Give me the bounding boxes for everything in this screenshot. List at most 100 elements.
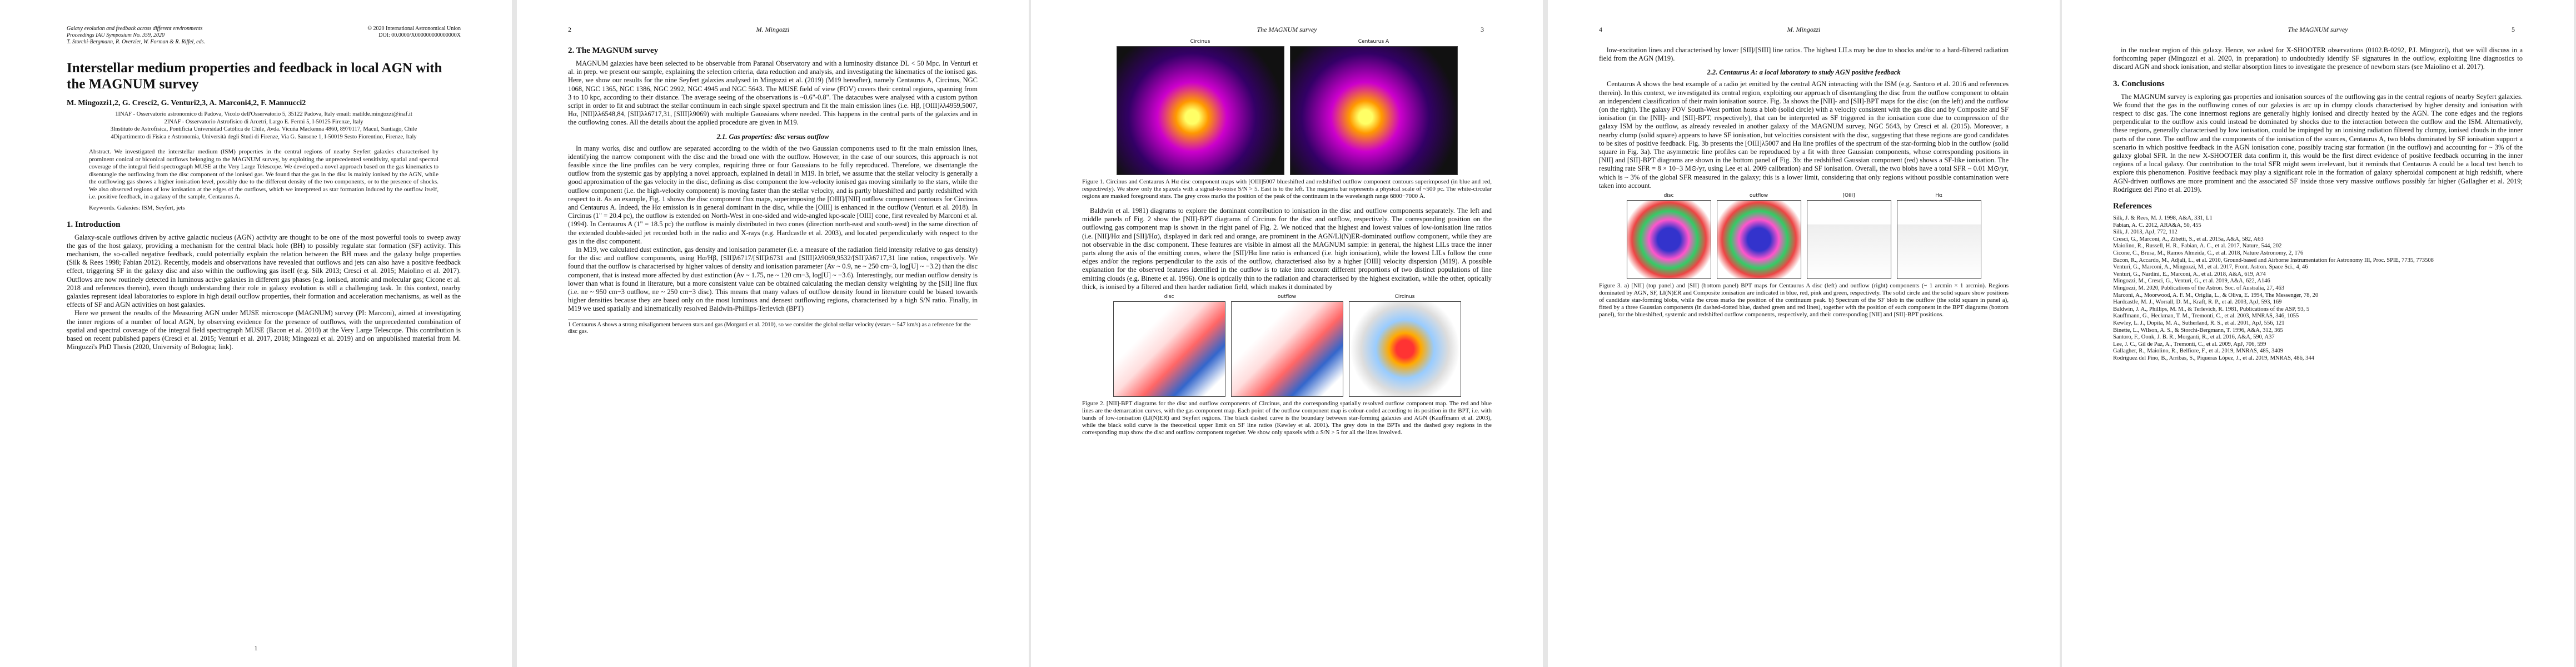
- running-center: M. Mingozzi: [756, 26, 790, 33]
- figure: disc outflow [OIII] Hα: [1599, 193, 2009, 280]
- figure-panel: Circinus: [1116, 39, 1284, 175]
- refs: Cresci, G., Marconi, A., Zibetti, S., et…: [2113, 236, 2264, 242]
- metadata-line: Proceedings IAU Symposium No. 359, 2020: [67, 32, 165, 38]
- p: Centaurus A shows the best example of a …: [1599, 80, 2009, 190]
- p: Baldwin et al. 1981) diagrams to explore…: [1082, 207, 1492, 291]
- h1: Interstellar medium properties and feedb…: [67, 61, 442, 92]
- panel-label: Circinus: [1394, 294, 1415, 300]
- keywords: Keywords. Galaxies: ISM, Seyfert, jets: [89, 204, 185, 211]
- abstract: Abstract. We investigated the interstell…: [89, 148, 439, 200]
- refs: Silk, J. 2013, ApJ, 772, 112: [2113, 229, 2178, 236]
- refs: Gallagher, R., Maiolino, R., Belfiore, F…: [2113, 348, 2284, 355]
- running-left: [2113, 26, 2124, 34]
- refs: Fabian, A. C. 2012, ARA&A, 50, 455: [2113, 222, 2201, 228]
- figure: disc outflow Circinus: [1082, 294, 1492, 397]
- page: Galaxy evolution and feedback across dif…: [0, 0, 512, 667]
- refs: Mingozzi, M., Cresci, G., Venturi, G., e…: [2113, 278, 2270, 285]
- page-metadata: Galaxy evolution and feedback across dif…: [67, 26, 461, 46]
- refs: Silk, J. & Rees, M. J. 1998, A&A, 331, L…: [2113, 215, 2213, 222]
- refs: Kewley, L. J., Dopita, M. A., Sutherland…: [2113, 320, 2285, 326]
- metadata-left: Galaxy evolution and feedback across dif…: [67, 26, 205, 46]
- p: The MAGNUM survey is exploring gas prope…: [2113, 92, 2523, 193]
- running-head: The MAGNUM survey 3: [1082, 26, 1492, 34]
- figure-panel: disc: [1113, 294, 1225, 397]
- running-center: The MAGNUM survey: [1257, 26, 1317, 33]
- subsection: 2.1. Gas properties: disc versus outflow: [716, 132, 829, 141]
- page-number: 1: [254, 644, 258, 652]
- figure-panel: [OIII]: [1806, 193, 1891, 280]
- running-center: The MAGNUM survey: [2288, 26, 2348, 33]
- affil: 4Dipartimento di Fisica e Astronomia, Un…: [111, 133, 417, 140]
- refs: Venturi, G., Nardini, E., Marconi, A., e…: [2113, 271, 2266, 277]
- page: The MAGNUM survey 5 in the nuclear region …: [2062, 0, 2574, 667]
- metadata-line: © 2020 International Astronomical Union: [367, 26, 461, 32]
- p: Here we present the results of the Measu…: [67, 309, 461, 351]
- p: MAGNUM galaxies have been selected to be…: [568, 59, 978, 127]
- panel-label: outflow: [1277, 294, 1297, 300]
- refs: Baldwin, J. A., Phillips, M. M., & Terle…: [2113, 306, 2310, 312]
- panel-label: Centaurus A: [1358, 39, 1389, 44]
- section: 2. The MAGNUM survey: [568, 46, 659, 55]
- refs: Binette, L., Wilson, A. S., & Storchi-Be…: [2113, 327, 2283, 334]
- running-left: 4: [1599, 26, 1602, 33]
- p: low-excitation lines and characterised b…: [1599, 46, 2009, 63]
- p: Galaxy-scale outflows driven by active g…: [67, 233, 461, 309]
- affil: 2INAF - Osservatorio Astrofisico di Arce…: [164, 118, 363, 125]
- running-head: The MAGNUM survey 5: [2113, 26, 2523, 34]
- section: 3. Conclusions: [2113, 79, 2165, 88]
- p: in the nuclear region of this galaxy. He…: [2113, 46, 2523, 71]
- refs: Marconi, A., Moorwood, A. F. M., Origlia…: [2113, 292, 2319, 298]
- running-right: 3: [1480, 26, 1484, 33]
- authors: M. Mingozzi1,2, G. Cresci2, G. Venturi2,…: [67, 99, 306, 107]
- figure-panel: outflow: [1716, 193, 1801, 280]
- running-right: 5: [2511, 26, 2515, 33]
- section: 1. Introduction: [67, 220, 121, 229]
- figure-panel: outflow: [1230, 294, 1343, 397]
- refs: Venturi, G., Marconi, A., Mingozzi, M., …: [2113, 264, 2308, 271]
- panel-label: outflow: [1749, 193, 1768, 199]
- metadata-line: DOI: 00.0000/X000000000000000X: [378, 32, 461, 38]
- metadata-line: T. Storchi-Bergmann, R. Overzier, W. For…: [67, 39, 205, 45]
- page: 2 M. Mingozzi 2. The MAGNUM survey MAGNUM g…: [517, 0, 1029, 667]
- figure-panel: Hα: [1896, 193, 1981, 280]
- figure: Circinus Centaurus A: [1082, 39, 1492, 175]
- metadata-line: Galaxy evolution and feedback across dif…: [67, 26, 203, 32]
- p: In M19, we calculated dust extinction, g…: [568, 246, 978, 313]
- section: References: [2113, 202, 2152, 211]
- caption: Figure 2. [NII]-BPT diagrams for the dis…: [1082, 400, 1492, 436]
- refs: Cicone, C., Brusa, M., Ramos Almeida, C.…: [2113, 250, 2304, 257]
- refs: Santoro, F., Oonk, J. B. R., Morganti, R…: [2113, 334, 2275, 341]
- refs: Mingozzi, M. 2020, Publications of the A…: [2113, 285, 2284, 291]
- running-head: 2 M. Mingozzi: [568, 26, 978, 34]
- panel-label: disc: [1164, 294, 1174, 300]
- refs: Lee, J. C., Gil de Paz, A., Tremonti, C.…: [2113, 341, 2266, 347]
- running-right: [966, 26, 978, 34]
- affil: 1INAF - Osservatorio astronomico di Pado…: [115, 111, 412, 117]
- panel-label: [OIII]: [1842, 193, 1855, 199]
- panel-label: Hα: [1935, 193, 1942, 199]
- page: The MAGNUM survey 3 Circinus Centaurus A Fig…: [1031, 0, 1543, 667]
- affil: 3Instituto de Astrofísica, Pontificia Un…: [110, 126, 417, 132]
- metadata-right: © 2020 International Astronomical Union D…: [367, 26, 461, 46]
- figure-panel: disc: [1626, 193, 1711, 280]
- refs: Rodríguez del Pino, B., Arribas, S., Piq…: [2113, 355, 2314, 361]
- refs: Hardcastle, M. J., Worrall, D. M., Kraft…: [2113, 299, 2282, 306]
- refs: Kauffmann, G., Heckman, T. M., Tremonti,…: [2113, 313, 2299, 320]
- running-head: 4 M. Mingozzi: [1599, 26, 2009, 34]
- footnote: 1 Centaurus A shows a strong misalignmen…: [568, 318, 978, 336]
- figure-panel: Circinus: [1348, 294, 1461, 397]
- subsection: 2.2. Centaurus A: a local laboratory to …: [1707, 68, 1901, 77]
- running-left: 2: [568, 26, 571, 33]
- panel-label: disc: [1663, 193, 1674, 199]
- running-center: M. Mingozzi: [1787, 26, 1821, 33]
- refs: Maiolino, R., Russell, H. R., Fabian, A.…: [2113, 243, 2282, 250]
- refs: Bacon, R., Accardo, M., Adjali, L., et a…: [2113, 257, 2434, 263]
- panel-label: Circinus: [1190, 39, 1210, 44]
- caption: Figure 3. a) [NII] (top panel) and [SII]…: [1599, 282, 2009, 318]
- running-left: [1082, 26, 1093, 34]
- page: 4 M. Mingozzi low-excitation lines and cha…: [1548, 0, 2060, 667]
- figure-panel: Centaurus A: [1289, 39, 1458, 175]
- caption: Figure 1. Circinus and Centaurus A Hα di…: [1082, 178, 1492, 200]
- running-right: [1997, 26, 2009, 34]
